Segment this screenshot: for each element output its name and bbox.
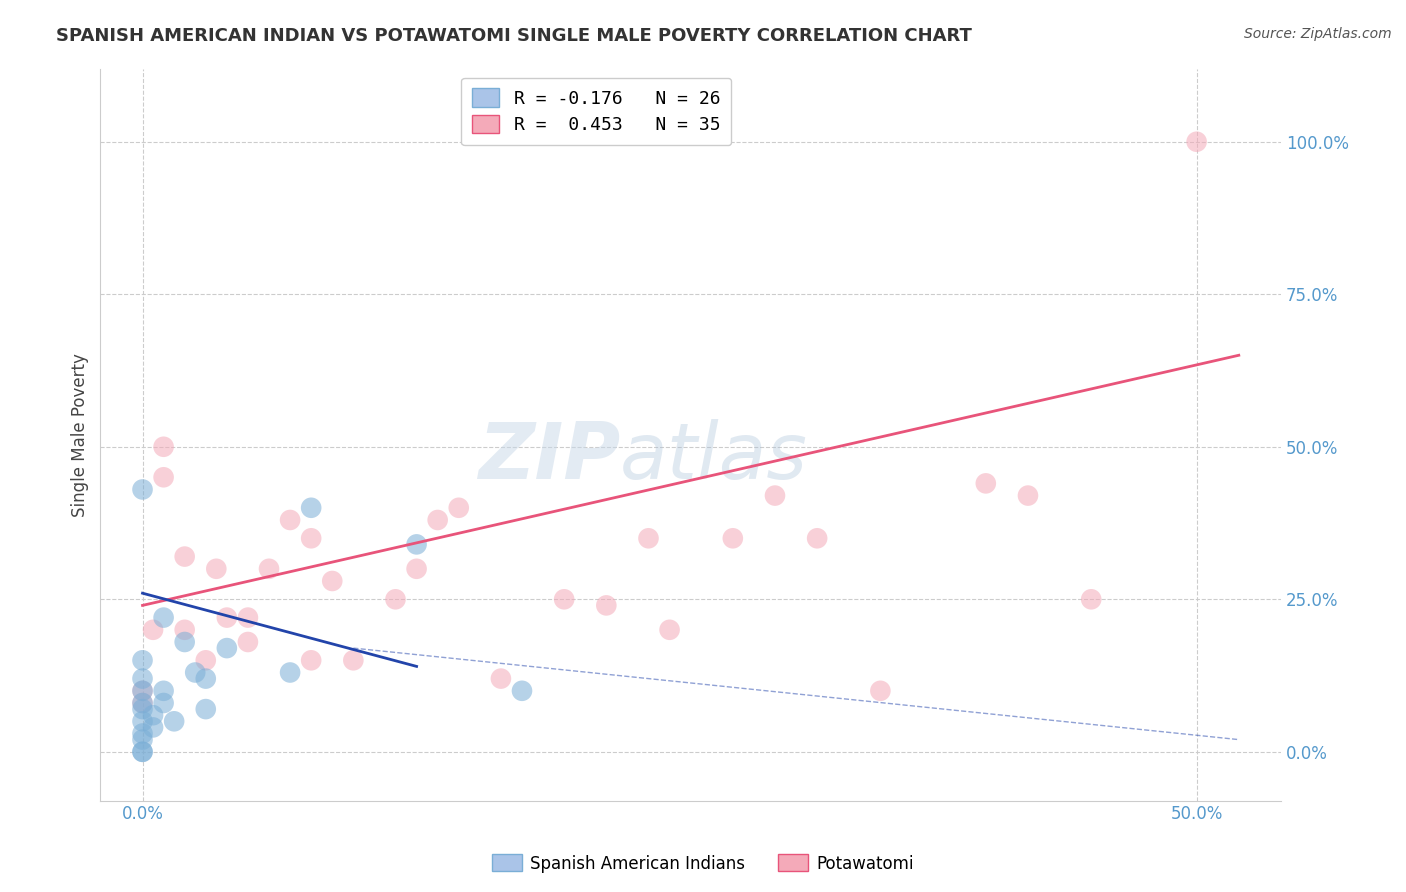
Point (215, 610, 238, 624)
Point (763, 489, 786, 503)
Point (215, 641, 238, 656)
Point (405, 537, 427, 551)
Point (194, 653, 217, 667)
Point (1185, 135, 1208, 149)
Point (637, 531, 659, 545)
Point (426, 513, 449, 527)
Point (131, 696, 153, 710)
Point (384, 592, 406, 607)
Point (131, 745, 153, 759)
Point (236, 610, 259, 624)
Point (152, 610, 174, 624)
Point (205, 562, 228, 576)
Text: SPANISH AMERICAN INDIAN VS POTAWATOMI SINGLE MALE POVERTY CORRELATION CHART: SPANISH AMERICAN INDIAN VS POTAWATOMI SI… (56, 27, 972, 45)
Point (405, 562, 427, 576)
Point (299, 500, 322, 515)
Point (152, 683, 174, 698)
Point (173, 549, 195, 564)
Point (152, 440, 174, 454)
Legend: R = -0.176   N = 26, R =  0.453   N = 35: R = -0.176 N = 26, R = 0.453 N = 35 (461, 78, 731, 145)
Point (131, 672, 153, 686)
Point (806, 531, 828, 545)
Point (658, 623, 681, 637)
Point (131, 745, 153, 759)
Point (142, 708, 165, 723)
Point (721, 531, 744, 545)
Point (131, 696, 153, 710)
Point (869, 683, 891, 698)
Point (510, 683, 533, 698)
Legend: Spanish American Indians, Potawatomi: Spanish American Indians, Potawatomi (485, 847, 921, 880)
Point (194, 672, 217, 686)
Point (1017, 489, 1039, 503)
Point (173, 635, 195, 649)
Point (321, 574, 343, 588)
Point (152, 470, 174, 484)
Point (131, 653, 153, 667)
Point (131, 683, 153, 698)
Point (447, 500, 470, 515)
Point (142, 623, 165, 637)
Point (194, 702, 217, 716)
Text: atlas: atlas (620, 418, 807, 494)
Point (342, 653, 364, 667)
Point (278, 513, 301, 527)
Point (173, 623, 195, 637)
Point (131, 483, 153, 497)
Point (142, 720, 165, 734)
Point (1080, 592, 1102, 607)
Point (163, 714, 186, 729)
Point (131, 702, 153, 716)
Point (184, 665, 207, 680)
Point (489, 672, 512, 686)
Point (595, 599, 617, 613)
Point (236, 635, 259, 649)
Point (278, 665, 301, 680)
Point (299, 653, 322, 667)
Y-axis label: Single Male Poverty: Single Male Poverty (72, 352, 89, 516)
Point (131, 726, 153, 740)
Point (152, 696, 174, 710)
Point (131, 683, 153, 698)
Text: Source: ZipAtlas.com: Source: ZipAtlas.com (1244, 27, 1392, 41)
Point (257, 562, 280, 576)
Point (131, 714, 153, 729)
Point (131, 732, 153, 747)
Point (974, 476, 997, 491)
Point (553, 592, 575, 607)
Point (299, 531, 322, 545)
Text: ZIP: ZIP (478, 418, 620, 494)
